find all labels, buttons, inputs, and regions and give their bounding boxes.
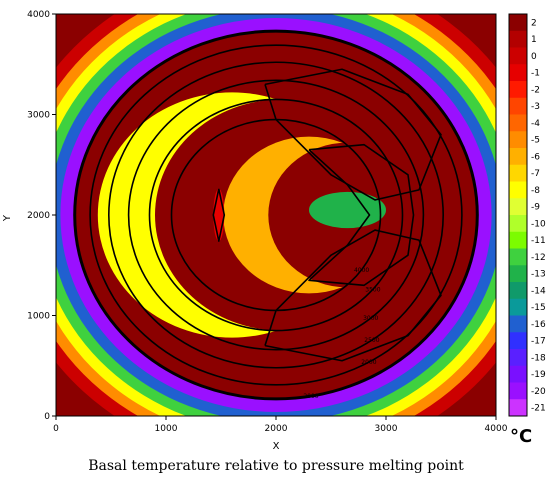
colorbar-label: -21	[531, 404, 546, 414]
contour-ring-3	[127, 79, 425, 351]
thickness-contours: 2000 2000 2500 3000 3500 4000	[73, 29, 479, 401]
y-tick-label: 4000	[27, 10, 50, 20]
colorbar-label: -1	[531, 69, 540, 79]
x-tick-label: 0	[53, 424, 59, 434]
colorbar-swatch	[509, 64, 527, 82]
chart-title: Basal temperature relative to pressure m…	[88, 458, 464, 474]
y-tick-label: 3000	[27, 111, 50, 121]
colorbar-label: -4	[531, 119, 540, 129]
y-tick-label: 1000	[27, 312, 50, 322]
temperature-heatmap	[56, 14, 496, 416]
colorbar-label: -14	[531, 286, 546, 296]
colorbar-swatch	[509, 298, 527, 316]
colorbar-swatch	[509, 365, 527, 383]
colorbar-label: -2	[531, 85, 540, 95]
colorbar-swatch	[509, 14, 527, 32]
colorbar-label: 0	[531, 52, 537, 62]
colorbar-label: -5	[531, 136, 540, 146]
contour-lobe-3	[212, 188, 226, 242]
colorbar-swatch	[509, 215, 527, 233]
colorbar-swatch	[509, 315, 527, 333]
contour-ring-0	[73, 29, 479, 401]
colorbar-swatch	[509, 332, 527, 350]
colorbar-label: -9	[531, 203, 540, 213]
colorbar-swatch	[509, 231, 527, 249]
colorbar-swatch	[509, 399, 527, 417]
colorbar-label: -18	[531, 353, 546, 363]
heatmap-lens-0	[213, 188, 225, 242]
x-tick-label: 4000	[485, 424, 508, 434]
colorbar: 2 1 0 -1 -2 -3 -4 -5 -6 -7 -8 -9 -10 -11 -12 -13 -14 -15 -…	[508, 13, 546, 417]
y-tick-label: 2000	[27, 211, 50, 221]
colorbar-swatch	[509, 47, 527, 65]
contour-label-5: 4000	[354, 267, 369, 274]
contour-label-2: 2500	[364, 337, 379, 344]
colorbar-swatch	[509, 164, 527, 182]
colorbar-label: 1	[531, 35, 537, 45]
colorbar-swatch	[509, 131, 527, 149]
colorbar-swatch	[509, 382, 527, 400]
colorbar-label: -15	[531, 303, 546, 313]
colorbar-label: -13	[531, 270, 546, 280]
colorbar-label: -20	[531, 387, 546, 397]
colorbar-swatch	[509, 181, 527, 199]
x-axis-title: X	[273, 441, 280, 452]
x-tick-label: 2000	[265, 424, 288, 434]
contour-lobe-2	[308, 143, 415, 287]
y-axis-title: Y	[2, 214, 13, 222]
colorbar-swatch	[509, 198, 527, 216]
contour-ring-1	[89, 44, 463, 386]
contour-ring-2	[108, 61, 444, 369]
contour-ring-4	[148, 98, 404, 332]
colorbar-swatch	[509, 248, 527, 266]
colorbar-label: -16	[531, 320, 546, 330]
colorbar-swatch	[509, 349, 527, 367]
colorbar-label: -10	[531, 219, 546, 229]
colorbar-swatch	[509, 30, 527, 48]
x-tick-label: 3000	[375, 424, 398, 434]
colorbar-unit: °C	[510, 426, 532, 447]
contour-lobe-1	[264, 229, 442, 362]
colorbar-label: -6	[531, 152, 540, 162]
contour-label-0: 2000	[303, 393, 318, 400]
contour-label-1: 2000	[361, 359, 376, 366]
colorbar-label: -12	[531, 253, 546, 263]
colorbar-swatch	[509, 114, 527, 132]
colorbar-frame	[508, 13, 528, 417]
x-axis-ticks: 0 1000 2000 3000 4000	[53, 416, 508, 434]
colorbar-label: 2	[531, 18, 537, 28]
colorbar-label: -7	[531, 169, 540, 179]
colorbar-label: -17	[531, 337, 546, 347]
x-tick-label: 1000	[155, 424, 178, 434]
heatmap-inner-crescent	[223, 136, 395, 294]
colorbar-swatch	[509, 282, 527, 300]
colorbar-swatch	[509, 148, 527, 166]
colorbar-swatch	[509, 265, 527, 283]
heatmap-cold-patch	[309, 191, 386, 229]
colorbar-swatch	[509, 97, 527, 115]
colorbar-label: -8	[531, 186, 540, 196]
colorbar-label: -11	[531, 236, 546, 246]
colorbar-label: -19	[531, 370, 546, 380]
colorbar-label: -3	[531, 102, 540, 112]
colorbar-swatch	[509, 81, 527, 99]
y-tick-label: 0	[44, 412, 50, 422]
contour-label-3: 3000	[363, 315, 378, 322]
contour-label-4: 3500	[365, 286, 380, 293]
contour-lobe-0	[264, 68, 442, 201]
y-axis-ticks: 0 1000 2000 3000 4000	[27, 10, 56, 422]
